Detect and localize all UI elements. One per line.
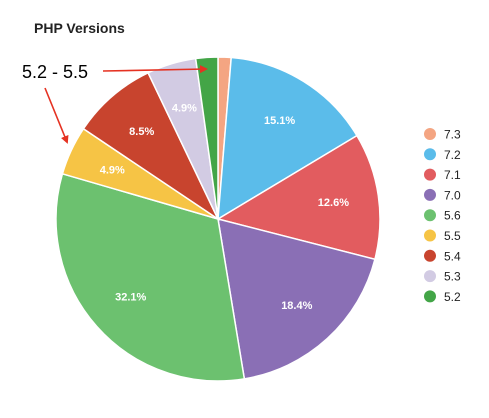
- legend-swatch-5-6: [424, 209, 436, 222]
- pie-slice-7-1: [216, 134, 381, 261]
- slice-value-label: 18.4%: [281, 300, 312, 312]
- pie-slice-7-2: [217, 56, 358, 221]
- legend-label: 5.3: [444, 270, 461, 284]
- slice-value-label: 4.9%: [172, 102, 197, 114]
- legend-swatch-7-3: [424, 128, 436, 140]
- legend-swatch-7-2: [424, 148, 436, 161]
- slice-value-label: 8.5%: [129, 126, 154, 138]
- slice-value-label: 15.1%: [264, 115, 295, 127]
- pie-slice-5-6: [55, 172, 246, 382]
- legend-swatch-5-2: [424, 290, 436, 303]
- legend-label: 5.4: [444, 249, 461, 263]
- legend-swatch-5-4: [424, 249, 436, 262]
- slice-value-label: 32.1%: [115, 291, 146, 303]
- chart-title: PHP Versions: [34, 20, 125, 36]
- slice-value-label: 4.9%: [100, 165, 125, 177]
- legend-swatch-5-5: [424, 229, 436, 242]
- legend-label: 7.3: [444, 128, 461, 142]
- pie-slice-5-2: [194, 56, 219, 220]
- pie-slices: [55, 56, 381, 382]
- legend-swatch-7-1: [424, 168, 436, 181]
- pie-slice-labels: 15.1% 12.6% 18.4% 32.1% 4.9% 8.5% 4.9%: [100, 102, 349, 312]
- legend-label: 7.2: [444, 148, 461, 162]
- annotation-arrow-right: [102, 65, 208, 74]
- legend-label: 7.0: [444, 188, 461, 202]
- legend-label: 5.6: [444, 209, 461, 223]
- legend-label: 7.1: [444, 168, 461, 182]
- annotation: 5.2 - 5.5: [22, 62, 208, 144]
- pie-slice-5-4: [82, 71, 220, 222]
- legend-label: 5.5: [444, 229, 461, 243]
- annotation-arrow-down: [44, 87, 69, 144]
- pie-slice-7-0: [217, 217, 376, 380]
- legend-swatch-7-0: [424, 188, 436, 201]
- legend-label: 5.2: [444, 290, 461, 304]
- legend: 7.3 7.2 7.1 7.0 5.6 5.5 5.4 5.3 5.2: [424, 128, 461, 304]
- annotation-text: 5.2 - 5.5: [22, 62, 88, 82]
- legend-swatch-5-3: [424, 270, 436, 283]
- slice-value-label: 12.6%: [318, 197, 349, 209]
